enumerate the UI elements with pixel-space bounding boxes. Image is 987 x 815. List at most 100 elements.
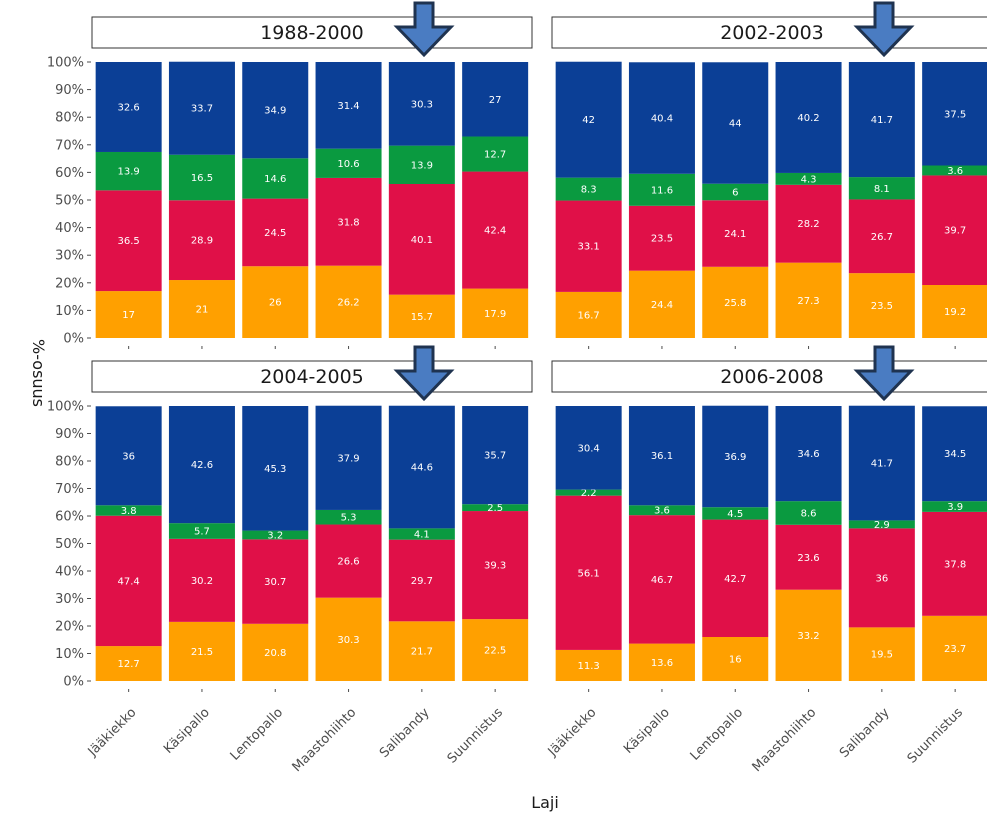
data-label: 11.6 (651, 185, 673, 196)
data-label: 14.6 (264, 174, 286, 185)
data-label: 26 (269, 298, 282, 309)
x-tick-label: Maastohiihto (750, 705, 820, 775)
bar-segment (702, 519, 769, 637)
data-label: 16 (729, 655, 742, 666)
bar-segment (388, 62, 455, 146)
data-label: 21.7 (411, 647, 433, 658)
x-tick-label: Salibandy (837, 705, 893, 761)
bar-segment (315, 597, 382, 681)
data-label: 37.5 (944, 109, 966, 120)
bar-segment (315, 148, 382, 178)
data-label: 33.2 (797, 631, 819, 642)
bar-segment (775, 501, 842, 525)
data-label: 27 (489, 95, 502, 106)
data-label: 11.3 (578, 661, 600, 672)
down-arrow-icon (853, 1, 915, 58)
bar-segment (555, 291, 622, 338)
bar-segment (555, 406, 622, 490)
y-tick-label: 80% (55, 455, 84, 470)
bar-segment (242, 530, 309, 540)
data-label: 46.7 (651, 575, 673, 586)
bar-segment (848, 405, 915, 521)
data-label: 33.1 (578, 242, 600, 253)
bar-segment (388, 539, 455, 622)
data-label: 23.5 (871, 301, 893, 312)
data-label: 19.2 (944, 307, 966, 318)
panel-strip (551, 360, 987, 393)
y-tick-label: 20% (55, 276, 84, 291)
data-label: 36.9 (724, 452, 746, 463)
data-label: 36.5 (118, 236, 140, 247)
bar-segment (922, 165, 987, 176)
x-tick-label: Suunnistus (445, 705, 506, 766)
bar-segment (848, 627, 915, 681)
data-label: 39.3 (484, 561, 506, 572)
data-label: 4.5 (727, 509, 743, 520)
x-tick-label: Käsipallo (161, 705, 213, 757)
data-label: 56.1 (578, 568, 600, 579)
bar-segment (168, 538, 235, 622)
data-label: 13.6 (651, 658, 673, 669)
panel-title: 2004-2005 (260, 366, 364, 388)
bar-segment (95, 62, 162, 152)
bar-segment (242, 406, 309, 531)
panel-strip (551, 16, 987, 49)
bar-segment (702, 183, 769, 201)
bar-segment (628, 205, 695, 271)
data-label: 8.1 (874, 184, 890, 195)
y-tick-label: 50% (55, 537, 84, 552)
bar-segment (315, 177, 382, 266)
bar-segment (242, 198, 309, 267)
data-label: 23.6 (797, 553, 819, 564)
bar-segment (462, 62, 529, 137)
data-label: 30.2 (191, 576, 213, 587)
down-arrow-icon (393, 1, 455, 58)
bar-segment (628, 173, 695, 206)
y-tick-label: 40% (55, 565, 84, 580)
data-label: 21.5 (191, 647, 213, 658)
bar-segment (848, 199, 915, 274)
bar-segment (628, 62, 695, 174)
data-label: 13.9 (411, 160, 433, 171)
bar-segment (775, 406, 842, 502)
bar-segment (555, 177, 622, 201)
data-label: 41.7 (871, 115, 893, 126)
bar-segment (462, 288, 529, 338)
bar-segment (702, 405, 769, 508)
data-label: 47.4 (118, 576, 140, 587)
data-label: 30.3 (337, 635, 359, 646)
bar-segment (922, 62, 987, 166)
panel-2: 2002-2003 16.7 33.1 8.3 42 24.4 23.5 11.6 40.4 25… (551, 1, 987, 349)
data-label: 23.7 (944, 644, 966, 655)
bar-segment (555, 200, 622, 292)
bar-segment (555, 495, 622, 650)
data-label: 37.9 (337, 453, 359, 464)
data-label: 4.3 (801, 174, 817, 185)
bar-segment (555, 489, 622, 496)
bar-segment (702, 62, 769, 184)
data-label: 27.3 (797, 296, 819, 307)
data-label: 34.6 (797, 449, 819, 460)
bar-segment (848, 520, 915, 529)
bar-segment (95, 151, 162, 191)
data-label: 30.3 (411, 99, 433, 110)
data-label: 3.8 (121, 506, 137, 517)
data-label: 17.9 (484, 309, 506, 320)
bar-segment (95, 646, 162, 681)
data-label: 26.6 (337, 557, 359, 568)
data-label: 40.1 (411, 235, 433, 246)
y-tick-label: 100% (47, 56, 84, 71)
data-label: 10.6 (337, 159, 359, 170)
bar-segment (775, 262, 842, 338)
panel-strip (91, 360, 533, 393)
bar-segment (628, 270, 695, 338)
x-tick-label: Käsipallo (621, 705, 673, 757)
data-label: 3.9 (947, 502, 963, 513)
bar-segment (168, 621, 235, 681)
data-label: 25.8 (724, 298, 746, 309)
bar-segment (168, 61, 235, 155)
data-label: 42 (582, 115, 595, 126)
data-label: 24.4 (651, 300, 673, 311)
data-label: 3.2 (267, 530, 283, 541)
